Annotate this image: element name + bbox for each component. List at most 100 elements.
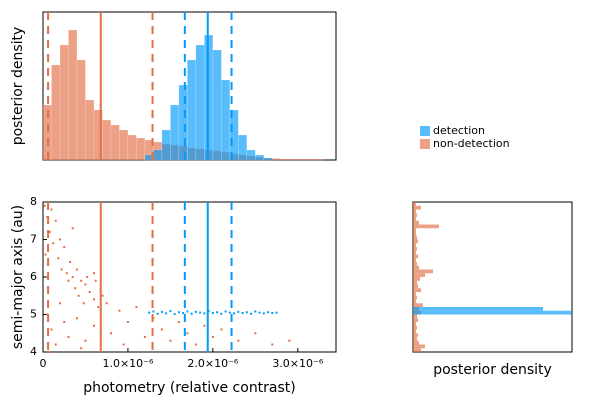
hist-bar	[413, 295, 417, 300]
y-axis-label: semi-major axis (au)	[10, 205, 26, 349]
scatter-point	[160, 310, 163, 313]
y-axis-label: posterior density	[10, 27, 26, 146]
scatter-point	[220, 328, 223, 331]
hist-bar	[413, 224, 439, 229]
scatter-point	[63, 321, 66, 323]
scatter-point	[220, 312, 223, 315]
hist-bar	[170, 104, 180, 161]
hist-bar	[221, 79, 231, 161]
scatter-point	[97, 306, 100, 308]
scatter-point	[177, 321, 180, 323]
scatter-point	[71, 276, 74, 278]
hist-bar	[413, 277, 420, 281]
scatter-point	[271, 312, 274, 314]
hist-bar	[51, 64, 61, 161]
hist-bar	[413, 348, 421, 352]
scatter-point	[86, 276, 89, 278]
hist-bar	[255, 154, 265, 161]
hist-bar	[238, 134, 248, 161]
x-tick-label: 2.0×10⁻⁶	[187, 357, 239, 370]
scatter-point	[94, 279, 97, 282]
scatter-point	[271, 343, 274, 346]
scatter-point	[254, 332, 257, 335]
hist-bar	[59, 44, 69, 161]
scatter-point	[173, 313, 176, 316]
scatter-point	[143, 336, 146, 338]
hist-bar	[413, 333, 418, 337]
hist-bar	[413, 205, 421, 210]
scatter-point	[88, 291, 91, 293]
hist-bar	[413, 232, 416, 236]
scatter-point	[58, 238, 61, 241]
scatter-point	[245, 311, 248, 314]
hist-bar	[68, 29, 78, 161]
y-tick-label: 8	[30, 195, 37, 208]
hist-bar	[246, 149, 256, 161]
scatter-point	[57, 257, 60, 260]
scatter-point	[54, 219, 57, 222]
scatter-point	[43, 204, 46, 207]
scatter-point	[258, 311, 261, 314]
hist-bar	[413, 217, 416, 221]
scatter-point	[156, 312, 159, 315]
scatter-point	[267, 311, 270, 314]
hist-bar	[413, 243, 416, 247]
hist-bar	[289, 158, 299, 161]
scatter-point	[101, 294, 104, 297]
hist-bar	[413, 254, 418, 259]
hist-bar	[413, 220, 419, 225]
scatter-point	[169, 310, 172, 313]
scatter-point	[233, 312, 236, 315]
scatter-point	[186, 310, 189, 313]
hist-bar	[413, 288, 421, 292]
scatter-point	[250, 312, 253, 315]
scatter-point	[135, 306, 138, 308]
scatter-point	[152, 310, 155, 313]
hist-bar	[314, 158, 324, 161]
scatter-point	[92, 298, 95, 301]
scatter-point	[203, 312, 206, 315]
hist-bar	[110, 124, 120, 161]
scatter-point	[203, 324, 206, 327]
hist-bar	[178, 84, 188, 161]
scatter-point	[71, 227, 74, 230]
hist-bar	[413, 262, 417, 266]
scatter-point	[105, 302, 108, 305]
hist-bar	[187, 59, 197, 161]
hist-bar	[263, 157, 273, 161]
x-tick-label: 0	[40, 357, 47, 370]
scatter-point	[169, 339, 172, 342]
y-tick-label: 6	[30, 270, 37, 283]
scatter-point	[48, 231, 51, 233]
hist-bar	[413, 265, 419, 270]
hist-bar	[413, 202, 416, 206]
hist-bar	[127, 134, 137, 161]
hist-bar	[85, 99, 95, 161]
scatter-point	[241, 312, 244, 314]
y-tick-label: 7	[30, 233, 37, 246]
hist-bar	[119, 129, 129, 161]
scatter-point	[177, 311, 180, 314]
hist-bar	[272, 158, 282, 161]
scatter-point	[237, 310, 240, 313]
hist-bar	[136, 137, 146, 161]
scatter-point	[237, 339, 240, 342]
scatter-point	[50, 328, 53, 331]
hist-bar	[195, 44, 205, 161]
scatter-point	[65, 272, 68, 275]
hist-bar	[413, 213, 417, 217]
scatter-point	[211, 336, 214, 338]
scatter-point	[84, 339, 87, 342]
scatter-point	[211, 312, 214, 314]
scatter-point	[275, 311, 278, 314]
scatter-point	[92, 324, 95, 327]
scatter-point	[63, 246, 66, 248]
scatter-point	[80, 347, 83, 350]
scatter-point	[67, 336, 70, 338]
hist-bar	[102, 119, 112, 161]
hist-bar	[212, 49, 222, 161]
scatter-point	[60, 268, 63, 271]
legend-swatch	[420, 126, 430, 136]
hist-bar	[413, 284, 418, 289]
